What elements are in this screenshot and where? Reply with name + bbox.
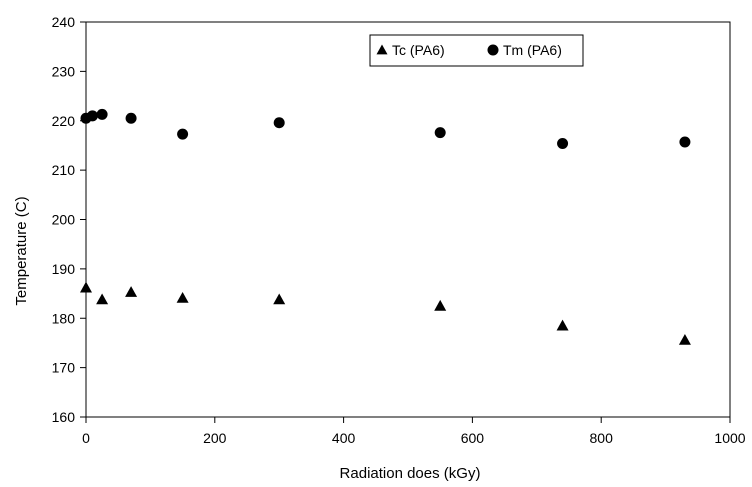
tc-data-point <box>96 293 109 305</box>
tc-data-point <box>273 293 286 305</box>
y-tick-label: 160 <box>52 409 76 425</box>
legend-box <box>369 34 584 67</box>
tm-data-point <box>125 112 137 124</box>
y-tick-label: 170 <box>52 360 76 376</box>
y-tick-label: 190 <box>52 261 76 277</box>
data-markers <box>80 108 691 345</box>
x-tick-label: 1000 <box>714 430 745 446</box>
y-tick-label: 210 <box>52 162 76 178</box>
legend-label-tm: Tm (PA6) <box>503 42 562 58</box>
y-tick-label: 230 <box>52 63 76 79</box>
x-tick-label: 400 <box>332 430 356 446</box>
tc-data-point <box>434 299 447 311</box>
x-axis: 0 200 400 600 800 1000 <box>82 417 746 446</box>
tc-data-point <box>125 286 138 297</box>
x-tick-label: 200 <box>203 430 227 446</box>
y-tick-label: 240 <box>52 14 76 30</box>
x-tick-label: 600 <box>461 430 485 446</box>
legend-label-tc: Tc (PA6) <box>392 42 445 58</box>
legend-triangle-marker <box>376 44 388 55</box>
legend-circle-marker <box>487 44 499 56</box>
tc-data-point <box>80 281 92 293</box>
y-axis: 160 170 180 190 200 210 220 230 240 <box>52 14 86 425</box>
tc-data-point <box>678 333 691 345</box>
tm-data-point <box>177 128 189 140</box>
plot-area <box>85 21 731 418</box>
y-tick-label: 180 <box>52 310 76 326</box>
tm-data-point <box>679 136 691 148</box>
y-tick-label: 220 <box>52 113 76 129</box>
tc-data-point <box>556 319 569 331</box>
tm-data-point <box>273 117 285 129</box>
legend: Tc (PA6) Tm (PA6) <box>369 34 584 67</box>
tm-data-point <box>557 137 569 149</box>
plot-border <box>85 21 731 418</box>
tm-data-point <box>86 110 98 122</box>
x-tick-label: 800 <box>590 430 614 446</box>
y-axis-title: Temperature (C) <box>13 196 30 305</box>
y-tick-label: 200 <box>52 212 76 228</box>
x-axis-title: Radiation does (kGy) <box>340 465 481 482</box>
tm-data-point <box>434 127 446 139</box>
tm-data-point <box>96 108 108 120</box>
x-tick-label: 0 <box>82 430 90 446</box>
tc-data-point <box>176 292 189 303</box>
